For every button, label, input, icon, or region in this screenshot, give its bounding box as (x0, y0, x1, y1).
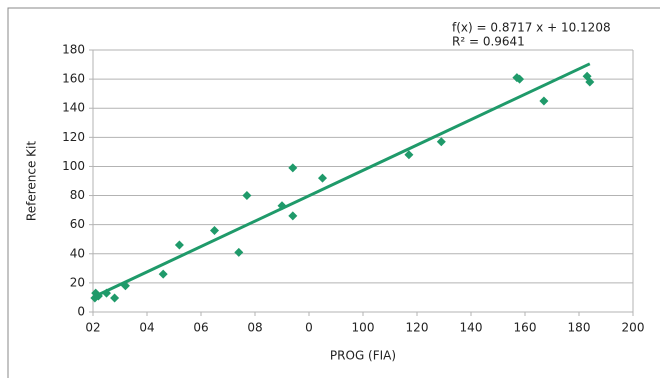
point (515, 74, 525, 84)
x-tick-label: 200 (622, 321, 645, 335)
y-tick-label: 140 (62, 101, 85, 115)
chart-frame (7, 7, 660, 378)
trendline (94, 62, 591, 298)
y-axis-title: Reference Kit (25, 141, 39, 221)
x-tick-label: 04 (139, 321, 154, 335)
y-tick-label: 160 (62, 72, 85, 86)
y-tick-label: 120 (62, 130, 85, 144)
point (318, 173, 327, 183)
x-tick-label: 0 (305, 321, 313, 335)
y-tick-label: 60 (70, 217, 85, 231)
point (288, 211, 298, 221)
trend-r-squared: R² = 0.9641 (452, 35, 525, 49)
x-tick-label: 120 (406, 321, 429, 335)
x-axis-title: PROG (FIA) (330, 349, 396, 363)
y-tick-label: 0 (77, 305, 85, 319)
point (242, 191, 252, 201)
point (102, 288, 111, 298)
point (585, 77, 595, 87)
point (234, 247, 244, 257)
x-tick-label: 100 (352, 321, 375, 335)
point (436, 137, 446, 147)
y-tick-label: 20 (70, 275, 85, 289)
point (120, 281, 130, 291)
trend-equation: f(x) = 0.8717 x + 10.1208 (452, 21, 611, 35)
y-tick-label: 80 (70, 188, 85, 202)
point (539, 96, 549, 106)
point (288, 163, 298, 173)
y-tick-label: 100 (62, 159, 85, 173)
point (277, 201, 287, 211)
point (110, 293, 120, 303)
point (174, 240, 184, 250)
point (93, 291, 103, 301)
x-tick-label: 140 (460, 321, 483, 335)
point (210, 225, 219, 235)
y-tick-label: 40 (70, 246, 85, 260)
x-tick-label: 08 (247, 321, 262, 335)
point (404, 150, 414, 160)
x-tick-label: 06 (193, 321, 208, 335)
point (158, 269, 168, 279)
y-tick-label: 180 (62, 43, 85, 57)
x-tick-label: 02 (85, 321, 100, 335)
x-tick-label: 160 (514, 321, 537, 335)
x-tick-label: 180 (568, 321, 591, 335)
